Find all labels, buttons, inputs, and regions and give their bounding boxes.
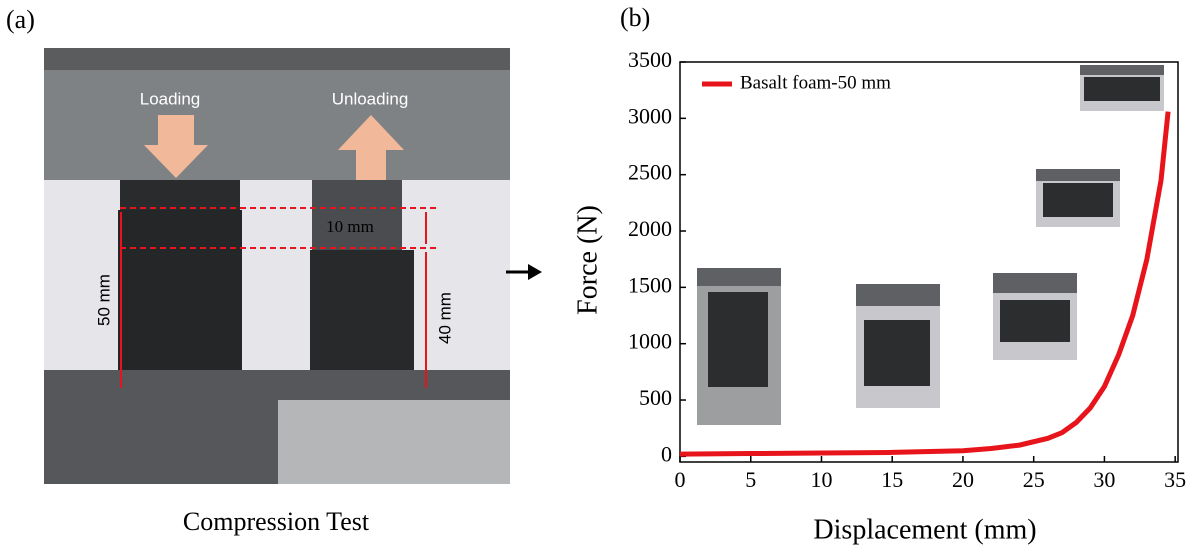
x-tick-label: 20 — [952, 467, 974, 492]
y-tick-label: 500 — [639, 385, 672, 410]
dimension-label: 40 mm — [435, 292, 454, 344]
y-tick-label: 0 — [661, 441, 672, 466]
caption: Compression Test — [183, 507, 370, 536]
y-tick-label: 2500 — [628, 160, 672, 185]
unloading-label: Unloading — [332, 89, 409, 108]
y-tick-label: 1000 — [628, 329, 672, 354]
y-tick-label: 1500 — [628, 272, 672, 297]
panel-label: (a) — [6, 5, 35, 34]
dimension-label: 50 mm — [94, 274, 113, 326]
dimension-label: 10 mm — [326, 217, 374, 236]
photo — [44, 48, 510, 484]
x-tick-label: 10 — [810, 467, 832, 492]
inset-photo — [697, 65, 1164, 425]
loading-label: Loading — [140, 89, 201, 108]
figure: (a) Loading Unloading 50 mm 10 mm 40 mm … — [0, 0, 1197, 553]
x-axis-title: Displacement (mm) — [813, 514, 1036, 545]
x-tick-label: 35 — [1164, 467, 1186, 492]
x-tick-label: 15 — [881, 467, 903, 492]
legend-label: Basalt foam-50 mm — [740, 72, 891, 93]
panel-label: (b) — [620, 3, 650, 32]
y-tick-label: 3000 — [628, 103, 672, 128]
x-tick-label: 25 — [1023, 467, 1045, 492]
x-tick-label: 5 — [745, 467, 756, 492]
x-tick-label: 30 — [1093, 467, 1115, 492]
y-tick-label: 2000 — [628, 216, 672, 241]
arrow — [506, 264, 542, 280]
y-axis-title: Force (N) — [572, 205, 603, 315]
x-tick-label: 0 — [675, 467, 686, 492]
y-tick-label: 3500 — [628, 47, 672, 72]
